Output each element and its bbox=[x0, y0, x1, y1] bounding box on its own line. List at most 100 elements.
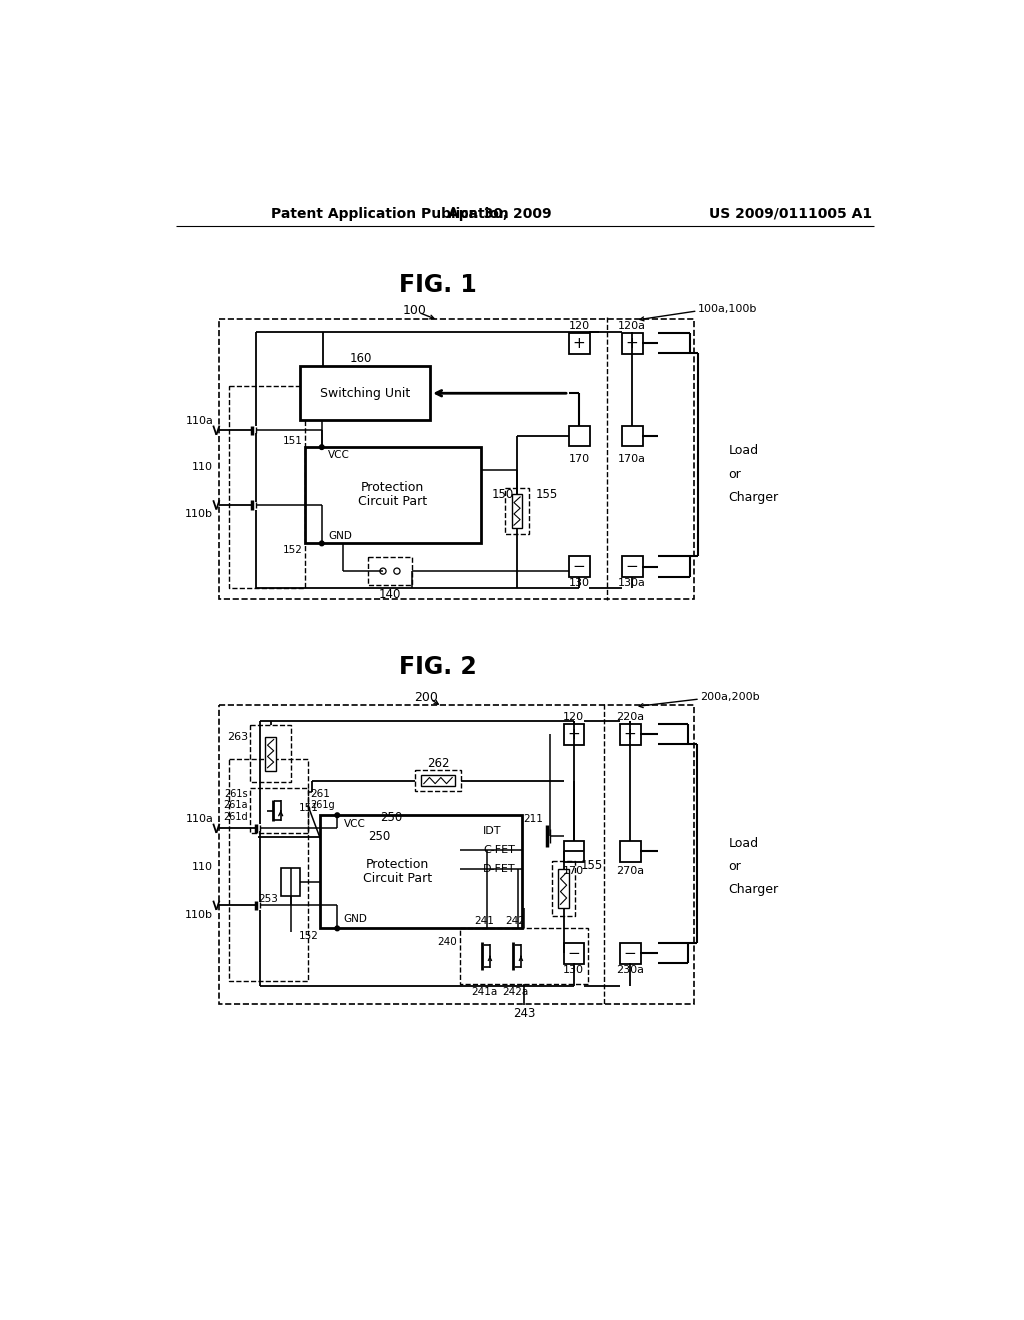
Text: or: or bbox=[729, 861, 741, 874]
Text: −: − bbox=[572, 558, 586, 574]
Text: −: − bbox=[626, 558, 638, 574]
Text: 150: 150 bbox=[492, 488, 514, 502]
Bar bbox=[622, 425, 643, 446]
Text: 220a: 220a bbox=[616, 713, 644, 722]
Bar bbox=[305, 447, 480, 544]
Text: Circuit Part: Circuit Part bbox=[357, 495, 427, 508]
Bar bbox=[622, 557, 643, 577]
Bar bbox=[563, 841, 585, 862]
Bar bbox=[621, 942, 641, 964]
Text: 152: 152 bbox=[284, 545, 303, 554]
Text: 240: 240 bbox=[437, 937, 458, 948]
Text: Load: Load bbox=[729, 445, 759, 458]
Text: IDT: IDT bbox=[483, 825, 502, 836]
Bar bbox=[415, 770, 461, 791]
Text: 170a: 170a bbox=[617, 454, 646, 463]
Text: FIG. 1: FIG. 1 bbox=[399, 273, 477, 297]
Text: Circuit Part: Circuit Part bbox=[364, 871, 432, 884]
Text: or: or bbox=[729, 467, 741, 480]
Text: Switching Unit: Switching Unit bbox=[321, 387, 411, 400]
Text: −: − bbox=[567, 945, 580, 961]
Text: 155: 155 bbox=[536, 487, 558, 500]
Text: 130: 130 bbox=[568, 578, 590, 589]
Text: 110b: 110b bbox=[185, 510, 213, 519]
Text: +: + bbox=[567, 727, 580, 742]
Text: 151: 151 bbox=[284, 436, 303, 446]
Text: 130a: 130a bbox=[617, 578, 646, 589]
Text: 211: 211 bbox=[522, 814, 543, 824]
Text: US 2009/0111005 A1: US 2009/0111005 A1 bbox=[710, 207, 872, 220]
Text: 230a: 230a bbox=[616, 965, 644, 975]
Text: −: − bbox=[624, 945, 637, 961]
Text: 261a: 261a bbox=[223, 800, 248, 810]
Text: +: + bbox=[626, 335, 638, 351]
Text: 110b: 110b bbox=[185, 909, 213, 920]
Text: 261s: 261s bbox=[224, 789, 248, 800]
Text: 243: 243 bbox=[513, 1007, 536, 1019]
Text: Protection: Protection bbox=[360, 482, 424, 495]
Text: 270a: 270a bbox=[616, 866, 644, 875]
Text: 100a,100b: 100a,100b bbox=[697, 305, 757, 314]
Bar bbox=[563, 942, 585, 964]
Text: 170: 170 bbox=[563, 866, 584, 875]
Text: 151: 151 bbox=[299, 803, 318, 813]
Text: 120: 120 bbox=[568, 321, 590, 331]
Bar bbox=[506, 488, 528, 535]
Bar bbox=[552, 861, 575, 916]
Bar bbox=[569, 425, 590, 446]
Text: 110: 110 bbox=[193, 862, 213, 871]
Bar bbox=[563, 725, 585, 744]
Text: 100: 100 bbox=[402, 305, 427, 317]
Text: 170: 170 bbox=[568, 454, 590, 463]
Bar bbox=[251, 788, 308, 833]
Text: 110a: 110a bbox=[185, 814, 213, 824]
Bar bbox=[251, 725, 291, 781]
Text: 120a: 120a bbox=[617, 321, 646, 331]
Circle shape bbox=[319, 445, 324, 449]
Bar bbox=[282, 869, 300, 896]
Text: 241: 241 bbox=[474, 916, 495, 925]
Text: 253: 253 bbox=[258, 894, 279, 904]
Bar bbox=[219, 705, 693, 1003]
Circle shape bbox=[335, 927, 340, 931]
Text: 152: 152 bbox=[299, 931, 318, 941]
Bar bbox=[621, 725, 641, 744]
Text: Patent Application Publication: Patent Application Publication bbox=[271, 207, 509, 220]
Text: 261d: 261d bbox=[223, 812, 248, 822]
Bar bbox=[512, 494, 522, 528]
Bar bbox=[321, 816, 521, 928]
Text: 242: 242 bbox=[506, 916, 525, 925]
Text: Protection: Protection bbox=[366, 858, 429, 871]
Bar bbox=[228, 759, 308, 981]
Text: VCC: VCC bbox=[328, 450, 350, 459]
Text: 160: 160 bbox=[349, 352, 372, 366]
Text: C-FET: C-FET bbox=[483, 845, 515, 855]
Circle shape bbox=[319, 541, 324, 545]
Text: 200: 200 bbox=[415, 690, 438, 704]
Text: GND: GND bbox=[343, 915, 368, 924]
Bar bbox=[622, 333, 643, 354]
Bar bbox=[219, 318, 693, 599]
Text: FIG. 2: FIG. 2 bbox=[399, 655, 477, 678]
Text: 242a: 242a bbox=[503, 986, 528, 997]
Text: 130: 130 bbox=[563, 965, 584, 975]
Text: 250: 250 bbox=[369, 830, 390, 843]
Text: 250: 250 bbox=[380, 810, 402, 824]
Text: 261: 261 bbox=[310, 789, 330, 800]
Text: D-FET: D-FET bbox=[483, 865, 515, 874]
Text: +: + bbox=[624, 727, 637, 742]
Text: Apr. 30, 2009: Apr. 30, 2009 bbox=[449, 207, 552, 220]
Bar bbox=[265, 737, 276, 771]
Text: VCC: VCC bbox=[343, 820, 366, 829]
Text: GND: GND bbox=[328, 531, 352, 541]
Bar bbox=[460, 928, 589, 983]
Text: 110: 110 bbox=[193, 462, 213, 473]
Text: 110a: 110a bbox=[185, 416, 213, 426]
Bar bbox=[569, 333, 590, 354]
Text: Charger: Charger bbox=[729, 491, 778, 504]
Bar bbox=[569, 557, 590, 577]
Bar bbox=[421, 775, 455, 785]
Text: 120: 120 bbox=[563, 713, 584, 722]
Text: +: + bbox=[572, 335, 586, 351]
Text: 155: 155 bbox=[581, 859, 603, 871]
